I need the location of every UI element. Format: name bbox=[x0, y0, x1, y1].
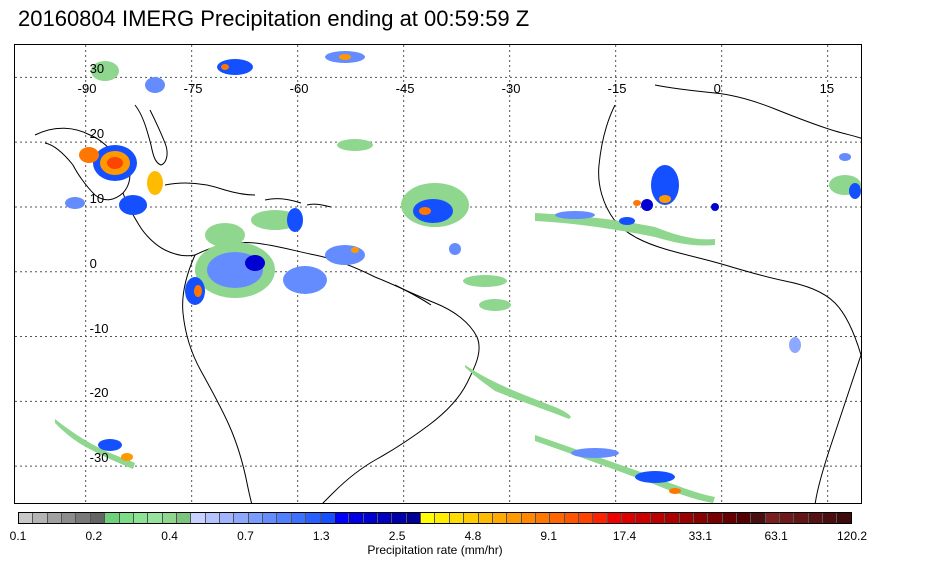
colorbar-swatch bbox=[105, 513, 120, 523]
colorbar-swatch bbox=[19, 513, 34, 523]
latitude-label: 10 bbox=[89, 190, 105, 206]
longitude-label: -45 bbox=[395, 81, 415, 96]
colorbar-swatch bbox=[363, 513, 378, 523]
colorbar-swatch bbox=[780, 513, 795, 523]
colorbar-swatch bbox=[62, 513, 77, 523]
colorbar-tick-label: 4.8 bbox=[464, 529, 482, 543]
colorbar-swatch bbox=[47, 513, 63, 523]
colorbar-swatch bbox=[76, 513, 91, 523]
map-title: 20160804 IMERG Precipitation ending at 0… bbox=[18, 6, 530, 31]
colorbar-swatch bbox=[665, 513, 680, 523]
colorbar-swatch bbox=[205, 513, 221, 523]
colorbar-swatch bbox=[492, 513, 508, 523]
colorbar-swatch bbox=[521, 513, 536, 523]
colorbar-swatch bbox=[736, 513, 752, 523]
longitude-label: -60 bbox=[289, 81, 309, 96]
colorbar-swatch bbox=[636, 513, 651, 523]
longitude-label: -30 bbox=[501, 81, 521, 96]
colorbar-swatch bbox=[722, 513, 737, 523]
longitude-label: -90 bbox=[77, 81, 97, 96]
colorbar-swatch bbox=[837, 513, 851, 523]
latitude-label: 0 bbox=[89, 255, 97, 271]
colorbar-swatch bbox=[320, 513, 335, 523]
colorbar-tick-label: 2.5 bbox=[388, 529, 406, 543]
colorbar-swatch bbox=[176, 513, 192, 523]
longitude-label: 0 bbox=[713, 81, 721, 96]
colorbar-swatch bbox=[564, 513, 580, 523]
colorbar-tick-label: 9.1 bbox=[540, 529, 558, 543]
colorbar-swatch bbox=[679, 513, 694, 523]
colorbar-swatch bbox=[823, 513, 838, 523]
map-canvas bbox=[15, 45, 861, 503]
colorbar-swatch bbox=[306, 513, 321, 523]
colorbar-swatch bbox=[291, 513, 307, 523]
colorbar-swatch bbox=[133, 513, 149, 523]
colorbar-tick-label: 0.2 bbox=[85, 529, 103, 543]
longitude-label: -75 bbox=[183, 81, 203, 96]
coastlines bbox=[34, 84, 861, 503]
colorbar-swatch bbox=[464, 513, 479, 523]
latitude-label: 20 bbox=[89, 126, 105, 142]
colorbar-swatch bbox=[421, 513, 436, 523]
colorbar-swatch bbox=[33, 513, 48, 523]
precipitation-field bbox=[55, 51, 861, 503]
colorbar-tick-label: 0.7 bbox=[237, 529, 254, 543]
colorbar-swatch bbox=[478, 513, 493, 523]
colorbar-swatch bbox=[593, 513, 608, 523]
colorbar-swatch bbox=[162, 513, 177, 523]
longitude-label: 15 bbox=[819, 81, 835, 96]
colorbar-swatch bbox=[334, 513, 350, 523]
colorbar-swatch bbox=[349, 513, 364, 523]
colorbar-swatch bbox=[708, 513, 723, 523]
colorbar-swatch bbox=[765, 513, 781, 523]
longitude-label: -15 bbox=[607, 81, 627, 96]
colorbar-tick-label: 17.4 bbox=[612, 529, 637, 543]
colorbar-swatch bbox=[507, 513, 522, 523]
latitude-label: -30 bbox=[89, 450, 109, 466]
colorbar-swatch bbox=[751, 513, 766, 523]
colorbar-swatch bbox=[248, 513, 264, 523]
latitude-label: -20 bbox=[89, 385, 109, 401]
colorbar-tick-label: 1.3 bbox=[312, 529, 330, 543]
colorbar bbox=[18, 512, 852, 524]
colorbar-tick-label: 120.2 bbox=[836, 529, 868, 543]
colorbar-swatch bbox=[191, 513, 206, 523]
colorbar-swatch bbox=[392, 513, 407, 523]
colorbar-swatch bbox=[277, 513, 292, 523]
colorbar-tick-label: 0.1 bbox=[9, 529, 27, 543]
colorbar-swatch bbox=[535, 513, 551, 523]
colorbar-swatch bbox=[119, 513, 134, 523]
colorbar-swatch bbox=[435, 513, 450, 523]
colorbar-swatch bbox=[377, 513, 393, 523]
colorbar-swatch bbox=[148, 513, 163, 523]
latitude-label: 30 bbox=[89, 61, 105, 77]
colorbar-label: Precipitation rate (mm/hr) bbox=[367, 543, 503, 557]
colorbar-swatch bbox=[234, 513, 249, 523]
colorbar-swatch bbox=[693, 513, 709, 523]
colorbar-swatch bbox=[406, 513, 422, 523]
colorbar-swatch bbox=[449, 513, 465, 523]
colorbar-swatch bbox=[607, 513, 623, 523]
colorbar-swatch bbox=[808, 513, 824, 523]
colorbar-tick-label: 63.1 bbox=[764, 529, 788, 543]
gridlines bbox=[15, 45, 861, 503]
colorbar-swatch bbox=[579, 513, 594, 523]
colorbar-swatch bbox=[220, 513, 235, 523]
colorbar-tick-label: 33.1 bbox=[688, 529, 713, 543]
colorbar-swatch bbox=[90, 513, 106, 523]
colorbar-swatch bbox=[622, 513, 637, 523]
latitude-label: -10 bbox=[89, 320, 109, 336]
precipitation-map: -90 -75 -60 -45 -30 -15 0 15 30 20 10 0 -10 -20 -30 bbox=[14, 44, 862, 504]
colorbar-swatch bbox=[794, 513, 809, 523]
colorbar-swatch bbox=[550, 513, 565, 523]
colorbar-swatch bbox=[650, 513, 666, 523]
colorbar-tick-label: 0.4 bbox=[161, 529, 178, 543]
colorbar-swatch bbox=[263, 513, 278, 523]
